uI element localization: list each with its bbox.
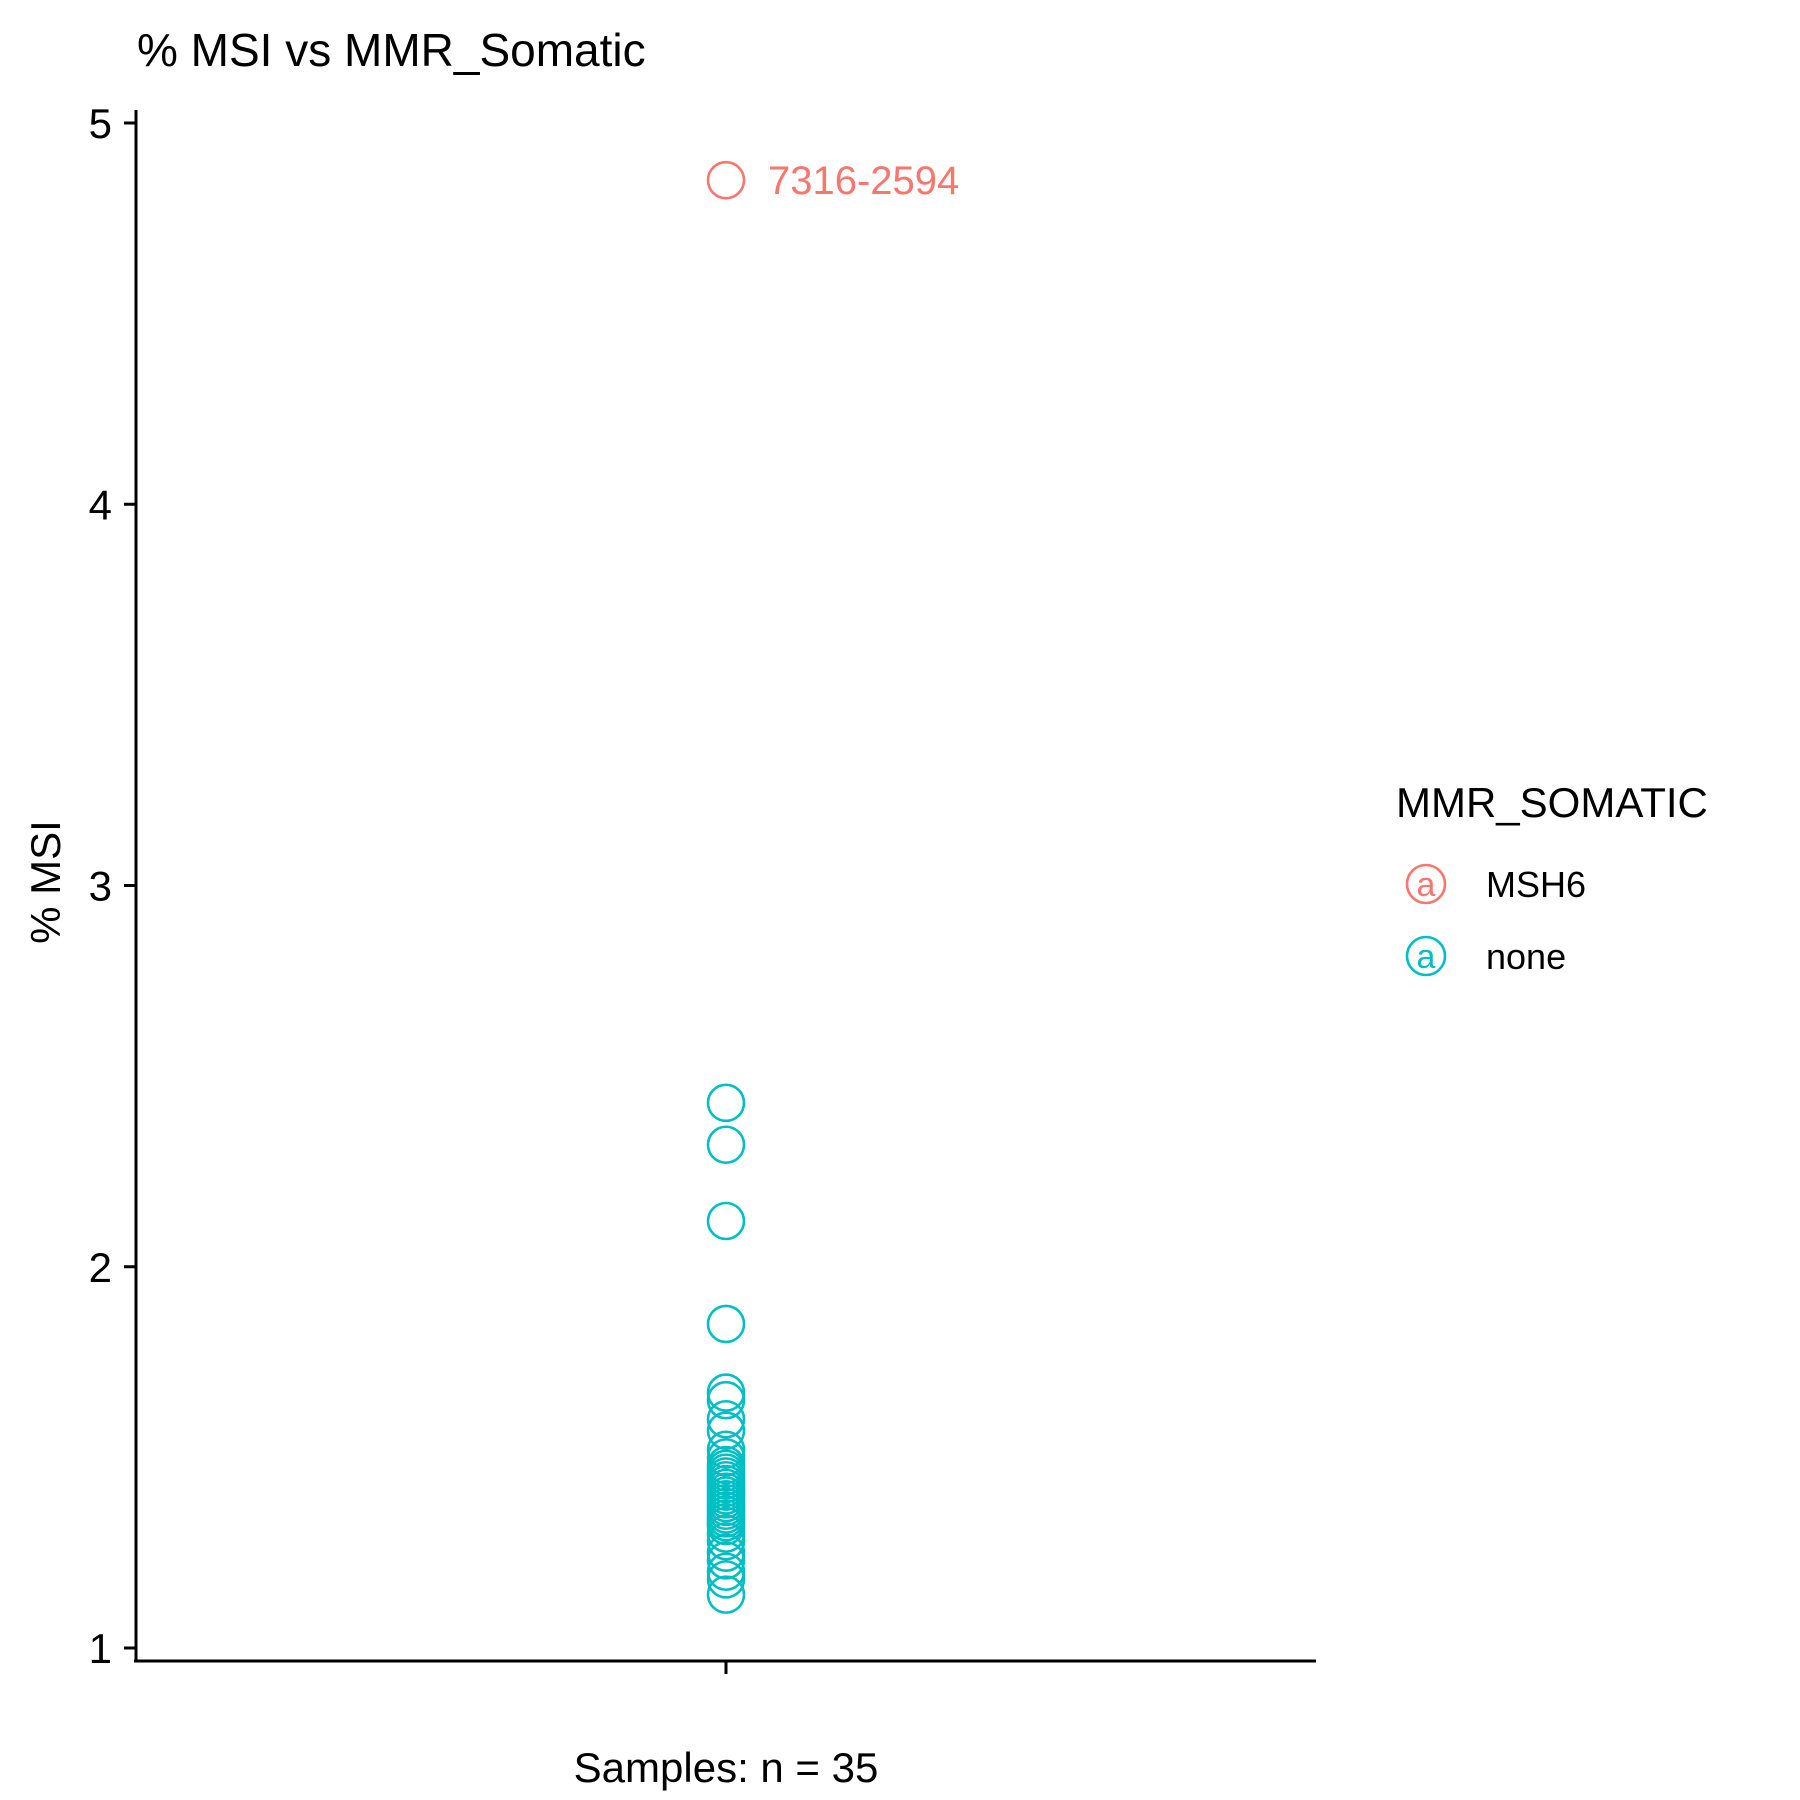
data-point: [706, 1438, 746, 1477]
data-point: [706, 1201, 746, 1241]
legend-entry-label: MSH6: [1486, 864, 1586, 905]
y-tick-label: 4: [89, 481, 112, 528]
data-point: [706, 1411, 746, 1450]
data-point: [706, 1399, 746, 1439]
y-axis-label: % MSI: [22, 820, 69, 944]
legend-entries: a MSH6 a none: [1405, 863, 1586, 977]
data-point: [706, 1521, 746, 1561]
y-tick-label: 1: [89, 1625, 112, 1672]
data-point: [706, 1552, 746, 1592]
data-point: [706, 1575, 746, 1614]
y-tick-label: 2: [89, 1244, 112, 1291]
legend-title: MMR_SOMATIC: [1396, 779, 1708, 826]
data-point: [706, 1560, 746, 1599]
data-point: [706, 1125, 746, 1165]
legend-key-circle: [1405, 935, 1447, 977]
legend-key-circle: [1405, 863, 1447, 905]
data-point: [706, 160, 746, 200]
legend: MMR_SOMATIC a MSH6 a none: [1396, 779, 1708, 977]
data-point: [706, 1430, 746, 1470]
data-point: [706, 1304, 746, 1344]
legend-key-symbol: a: [1417, 866, 1436, 904]
data-point-label: 7316-2594: [768, 159, 959, 203]
data-points: [706, 160, 746, 1614]
chart-title: % MSI vs MMR_Somatic: [137, 24, 646, 76]
y-axis-ticks: 1 2 3 4 5: [89, 100, 136, 1672]
y-tick-label: 3: [89, 863, 112, 910]
data-point: [706, 1533, 746, 1572]
legend-key-symbol: a: [1417, 938, 1436, 976]
y-tick-label: 5: [89, 100, 112, 147]
x-axis-label: Samples: n = 35: [574, 1744, 879, 1791]
data-point: [706, 1541, 746, 1580]
data-point: [706, 1506, 746, 1546]
legend-entry-label: none: [1486, 936, 1566, 977]
data-point: [706, 1373, 746, 1412]
data-point: [706, 1083, 746, 1123]
point-labels: 7316-2594: [768, 159, 959, 203]
data-point: [706, 1380, 746, 1420]
data-point: [706, 1514, 746, 1553]
